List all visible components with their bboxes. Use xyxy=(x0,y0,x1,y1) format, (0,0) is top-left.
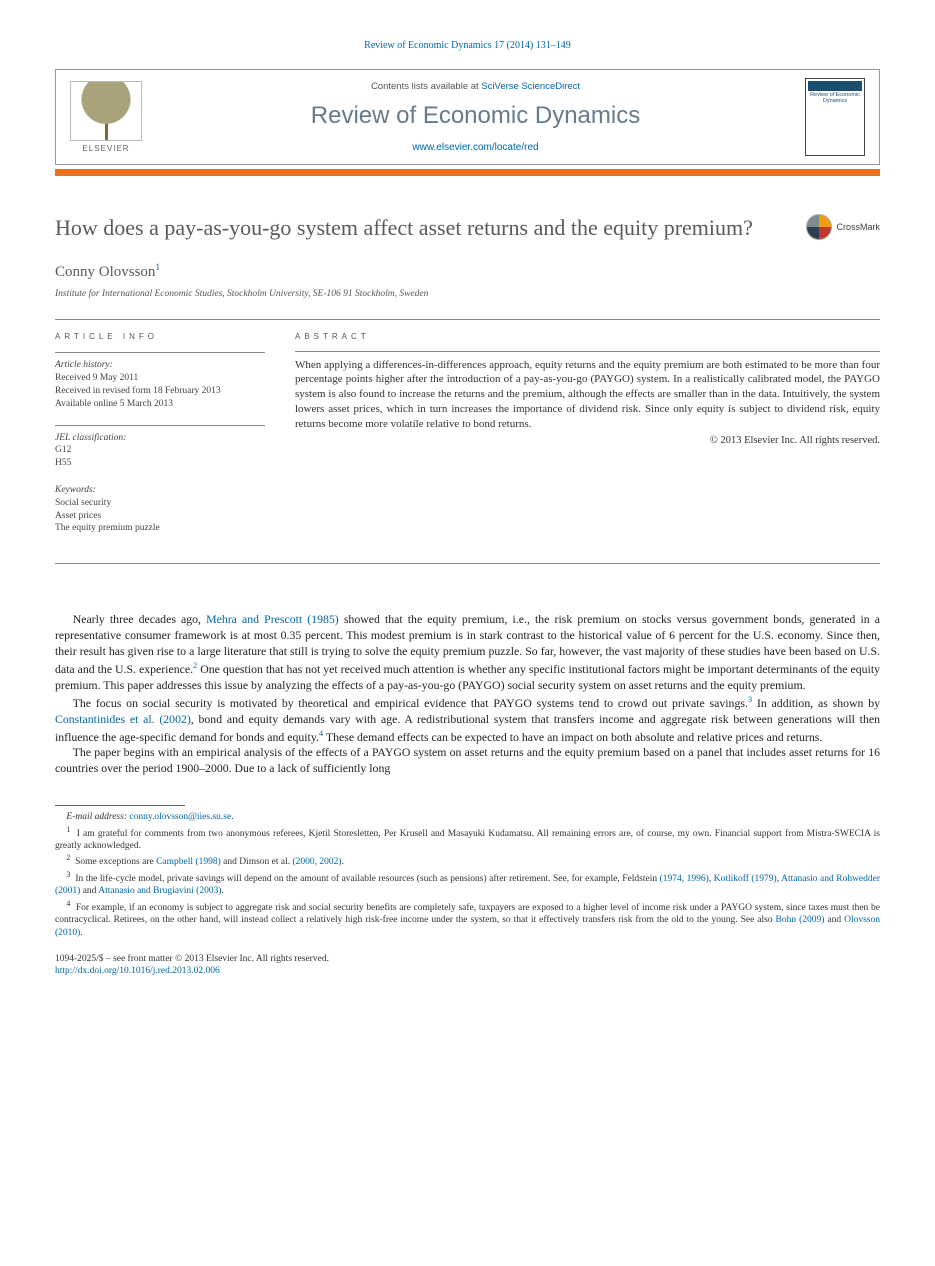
publication-info: 1094-2025/$ – see front matter © 2013 El… xyxy=(55,953,880,978)
fn3a: In the life-cycle model, private savings… xyxy=(75,874,659,884)
contents-prefix: Contents lists available at xyxy=(371,81,481,92)
history-line: Received 9 May 2011 xyxy=(55,372,265,385)
fn2a: Some exceptions are xyxy=(75,858,156,868)
fn4a: For example, if an economy is subject to… xyxy=(55,903,880,925)
author-email-link[interactable]: conny.olovsson@iies.su.se xyxy=(129,812,231,822)
journal-reference: Review of Economic Dynamics 17 (2014) 13… xyxy=(55,40,880,51)
journal-name: Review of Economic Dynamics xyxy=(156,102,795,130)
email-label: E-mail address: xyxy=(66,812,127,822)
footnotes: E-mail address: conny.olovsson@iies.su.s… xyxy=(55,805,880,939)
fn1-text: I am grateful for comments from two anon… xyxy=(55,829,880,851)
author-name: Conny Olovsson1 xyxy=(55,262,880,281)
abstract-column: ABSTRACT When applying a differences-in-… xyxy=(295,332,880,550)
keywords-block: Keywords: Social security Asset prices T… xyxy=(55,484,265,535)
email-suffix: . xyxy=(231,812,233,822)
ref-kotlikoff[interactable]: Kotlikoff (1979) xyxy=(714,874,777,884)
jel-block: JEL classification: G12 H55 xyxy=(55,432,265,470)
fn2b: and Dimson et al. xyxy=(221,858,293,868)
body-paragraph-1: Nearly three decades ago, Mehra and Pres… xyxy=(55,612,880,694)
footnote-rule xyxy=(55,805,185,806)
author-text: Conny Olovsson xyxy=(55,264,155,280)
footnote-email: E-mail address: conny.olovsson@iies.su.s… xyxy=(55,811,880,823)
info-divider-2 xyxy=(55,425,265,426)
journal-header: ELSEVIER Contents lists available at Sci… xyxy=(55,69,880,165)
footnote-2: 2 Some exceptions are Campbell (1998) an… xyxy=(55,853,880,869)
article-info-heading: ARTICLE INFO xyxy=(55,332,265,343)
p2b: In addition, as shown by xyxy=(752,696,880,710)
ref-dimson[interactable]: (2000, 2002) xyxy=(293,858,342,868)
body-paragraph-3: The paper begins with an empirical analy… xyxy=(55,745,880,777)
author-footnote-ref[interactable]: 1 xyxy=(155,262,160,272)
elsevier-tree-icon xyxy=(70,81,142,141)
article-title: How does a pay-as-you-go system affect a… xyxy=(55,214,753,242)
article-history-block: Article history: Received 9 May 2011 Rec… xyxy=(55,359,265,410)
crossmark-label: CrossMark xyxy=(836,222,880,232)
ref-mehra[interactable]: Mehra and Prescott (1985) xyxy=(206,612,339,626)
header-center: Contents lists available at SciVerse Sci… xyxy=(156,81,795,153)
fn3d: and xyxy=(80,886,98,896)
jel-label: JEL classification: xyxy=(55,432,265,445)
ref-constantinides[interactable]: Constantinides et al. (2002) xyxy=(55,712,191,726)
journal-cover-thumbnail: Review of Economic Dynamics xyxy=(805,78,865,156)
history-line: Available online 5 March 2013 xyxy=(55,398,265,411)
contents-line: Contents lists available at SciVerse Sci… xyxy=(156,81,795,92)
doi-link[interactable]: http://dx.doi.org/10.1016/j.red.2013.02.… xyxy=(55,966,220,976)
keyword: Social security xyxy=(55,497,265,510)
cover-title: Review of Economic Dynamics xyxy=(806,92,864,104)
divider-top xyxy=(55,319,880,320)
body-text: Nearly three decades ago, Mehra and Pres… xyxy=(55,612,880,777)
fn4b: and xyxy=(824,915,844,925)
info-divider-1 xyxy=(55,352,265,353)
abstract-heading: ABSTRACT xyxy=(295,332,880,341)
crossmark-icon xyxy=(806,214,832,240)
p1a: Nearly three decades ago, xyxy=(73,612,206,626)
p2a: The focus on social security is motivate… xyxy=(73,696,748,710)
author-affiliation: Institute for International Economic Stu… xyxy=(55,289,880,299)
p2d: These demand effects can be expected to … xyxy=(323,729,822,743)
elsevier-text: ELSEVIER xyxy=(82,144,129,153)
footnote-4: 4 For example, if an economy is subject … xyxy=(55,899,880,939)
history-label: Article history: xyxy=(55,359,265,372)
abstract-divider xyxy=(295,351,880,352)
elsevier-logo: ELSEVIER xyxy=(70,78,142,156)
fn3e: . xyxy=(222,886,224,896)
article-info: ARTICLE INFO Article history: Received 9… xyxy=(55,332,265,550)
ref-feldstein[interactable]: (1974, 1996) xyxy=(660,874,709,884)
body-paragraph-2: The focus on social security is motivate… xyxy=(55,694,880,746)
fn4c: . xyxy=(80,928,82,938)
ref-bohn[interactable]: Bohn (2009) xyxy=(776,915,825,925)
abstract-text: When applying a differences-in-differenc… xyxy=(295,358,880,432)
jel-code: G12 xyxy=(55,444,265,457)
footnote-1: 1 I am grateful for comments from two an… xyxy=(55,825,880,853)
footnote-3: 3 In the life-cycle model, private savin… xyxy=(55,870,880,898)
accent-bar xyxy=(55,169,880,176)
abstract-copyright: © 2013 Elsevier Inc. All rights reserved… xyxy=(295,435,880,446)
ref-attanasio-brugiavini[interactable]: Attanasio and Brugiavini (2003) xyxy=(98,886,221,896)
jel-code: H55 xyxy=(55,457,265,470)
history-line: Received in revised form 18 February 201… xyxy=(55,385,265,398)
crossmark-badge[interactable]: CrossMark xyxy=(806,214,880,240)
keywords-label: Keywords: xyxy=(55,484,265,497)
divider-bottom xyxy=(55,563,880,564)
issn-copyright-line: 1094-2025/$ – see front matter © 2013 El… xyxy=(55,953,880,965)
keyword: Asset prices xyxy=(55,510,265,523)
ref-campbell[interactable]: Campbell (1998) xyxy=(156,858,221,868)
journal-url[interactable]: www.elsevier.com/locate/red xyxy=(156,142,795,153)
keyword: The equity premium puzzle xyxy=(55,522,265,535)
sciencedirect-link[interactable]: SciVerse ScienceDirect xyxy=(481,81,580,92)
fn2c: . xyxy=(342,858,344,868)
